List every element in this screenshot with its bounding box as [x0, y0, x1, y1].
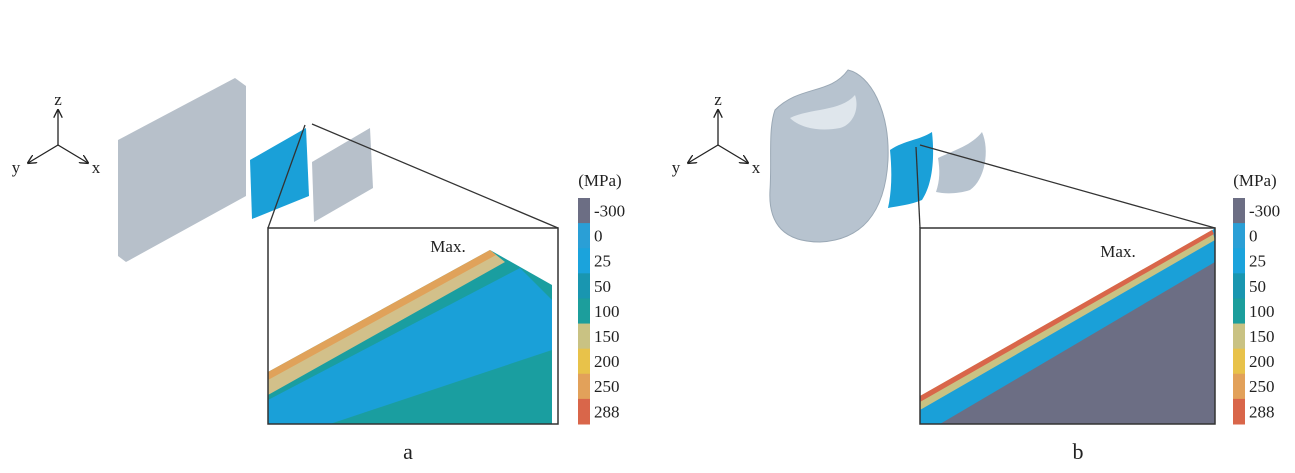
- figure: zxyMax.(MPa)-30002550100150200250288azxy…: [0, 0, 1295, 468]
- colorbar-label: 150: [594, 327, 620, 346]
- colorbar-swatch: [578, 223, 590, 249]
- colorbar-swatch: [578, 374, 590, 400]
- panel-label: b: [1073, 439, 1084, 464]
- axis-label: y: [12, 158, 21, 177]
- axis-label: y: [672, 158, 681, 177]
- colorbar-swatch: [1233, 349, 1245, 375]
- colorbar-label: 150: [1249, 327, 1275, 346]
- axis-label: x: [92, 158, 101, 177]
- axis-arrow: [718, 145, 748, 163]
- colorbar-swatch: [578, 399, 590, 425]
- axis-label: z: [54, 90, 62, 109]
- colorbar-label: 25: [594, 252, 611, 271]
- colorbar-label: 250: [1249, 377, 1275, 396]
- stressed-plate: [250, 128, 309, 219]
- colorbar-swatch: [1233, 324, 1245, 350]
- colorbar-label: 50: [594, 277, 611, 296]
- colorbar-swatch: [1233, 273, 1245, 299]
- colorbar-label: 50: [1249, 277, 1266, 296]
- colorbar-label: 250: [594, 377, 620, 396]
- colorbar-label: -300: [1249, 201, 1280, 220]
- colorbar-label: -300: [594, 201, 625, 220]
- unit-label: (MPa): [578, 171, 621, 190]
- axis-label: z: [714, 90, 722, 109]
- large-plate: [118, 78, 246, 262]
- colorbar-label: 0: [1249, 227, 1258, 246]
- colorbar-swatch: [578, 324, 590, 350]
- colorbar-swatch: [1233, 374, 1245, 400]
- max-label: Max.: [430, 237, 465, 256]
- colorbar-swatch: [1233, 223, 1245, 249]
- colorbar-swatch: [1233, 399, 1245, 425]
- large-shell: [770, 70, 888, 242]
- unit-label: (MPa): [1233, 171, 1276, 190]
- colorbar-label: 0: [594, 227, 603, 246]
- colorbar-label: 288: [1249, 402, 1275, 421]
- stressed-shell: [888, 132, 933, 208]
- small-plate: [312, 128, 373, 222]
- colorbar-swatch: [1233, 298, 1245, 324]
- axis-label: x: [752, 158, 761, 177]
- axis-arrow: [28, 145, 58, 163]
- colorbar-label: 200: [594, 352, 620, 371]
- panel-label: a: [403, 439, 413, 464]
- axis-arrow: [688, 145, 718, 163]
- colorbar-label: 200: [1249, 352, 1275, 371]
- colorbar-label: 25: [1249, 252, 1266, 271]
- colorbar-swatch: [578, 248, 590, 274]
- max-label: Max.: [1100, 242, 1135, 261]
- colorbar-label: 288: [594, 402, 620, 421]
- colorbar-swatch: [1233, 198, 1245, 224]
- small-shell: [936, 132, 986, 193]
- colorbar-label: 100: [1249, 302, 1275, 321]
- colorbar-label: 100: [594, 302, 620, 321]
- colorbar-swatch: [578, 298, 590, 324]
- colorbar-swatch: [578, 349, 590, 375]
- axis-arrow: [58, 145, 88, 163]
- colorbar-swatch: [1233, 248, 1245, 274]
- colorbar-swatch: [578, 198, 590, 224]
- colorbar-swatch: [578, 273, 590, 299]
